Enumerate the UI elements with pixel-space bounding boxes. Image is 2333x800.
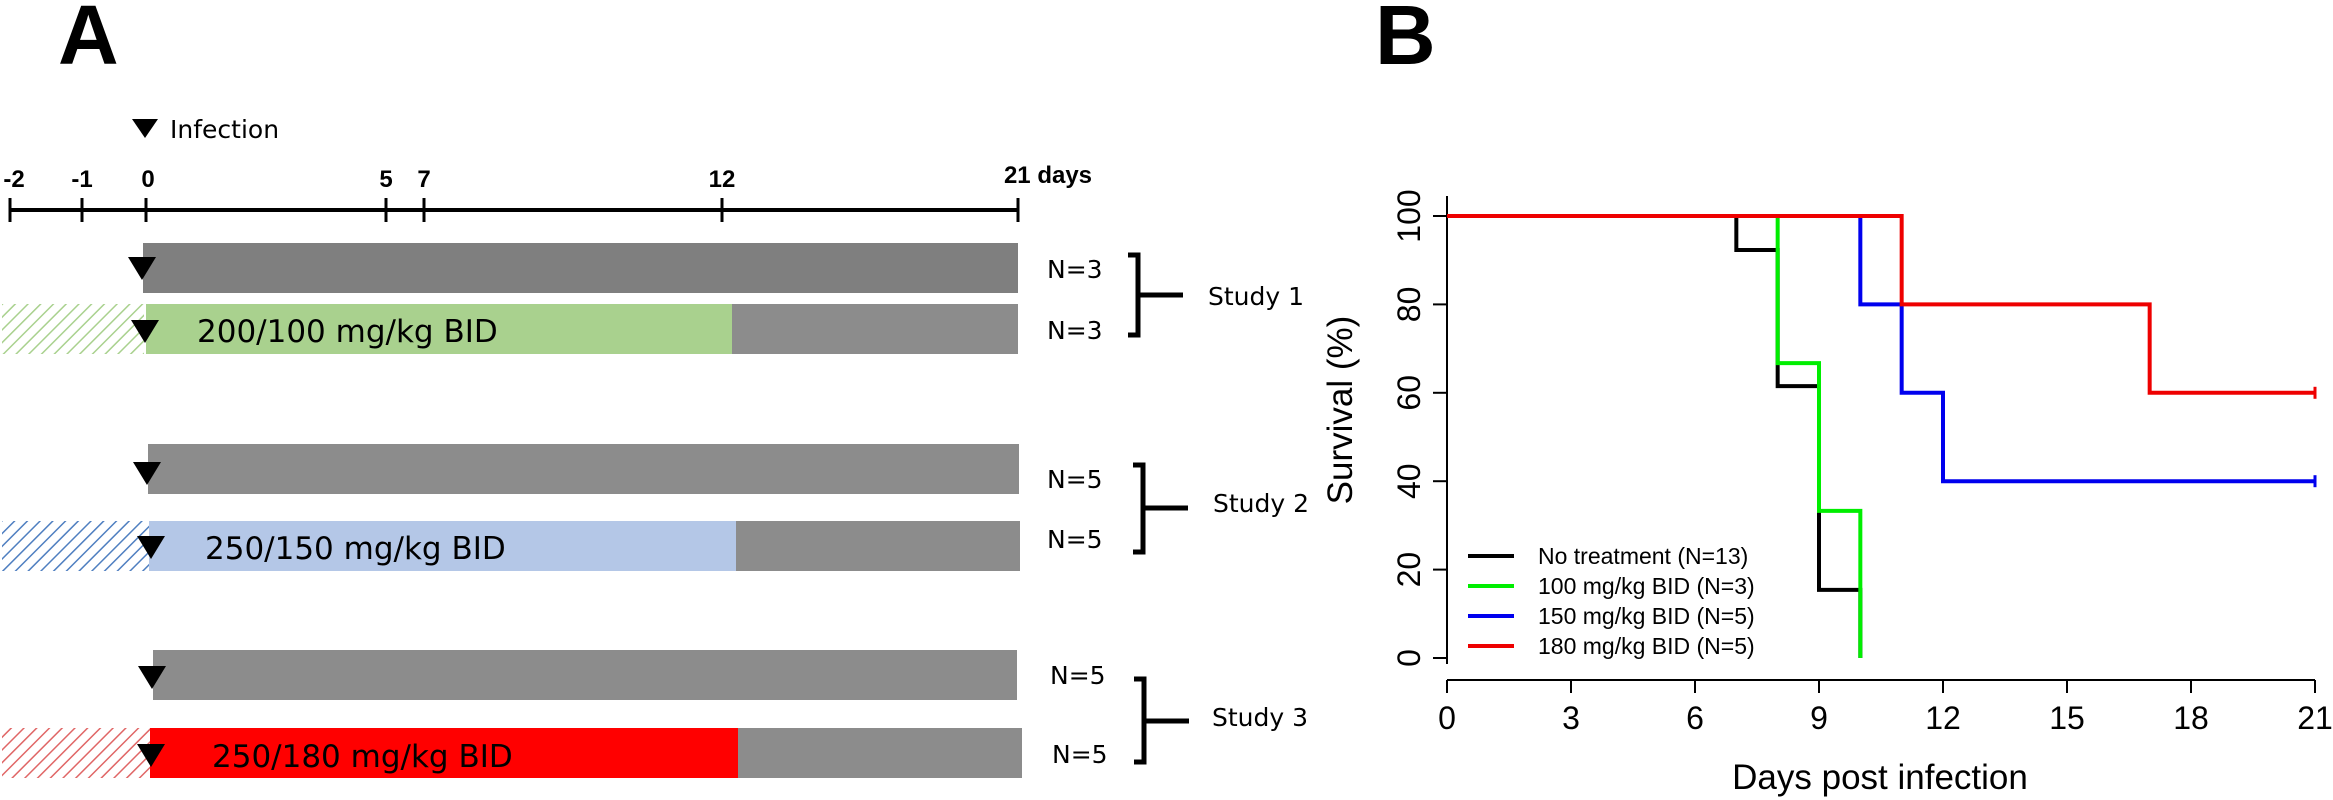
y-tick-label: 0 [1391,649,1427,667]
x-tick-label: 21 [2297,700,2333,736]
x-axis-label: Days post infection [1732,758,2028,797]
panel-letter-b: B [1375,0,1436,82]
x-tick-label: 0 [1438,700,1456,736]
post-treatment-bar [738,728,1022,778]
timeline-tick-label: 0 [141,166,154,193]
legend-label: 150 mg/kg BID (N=5) [1538,603,1755,629]
x-tick-label: 3 [1562,700,1580,736]
series-line-3 [1447,214,2315,484]
x-tick-label: 9 [1810,700,1828,736]
pretreatment-hatch [2,728,150,778]
legend-label: 100 mg/kg BID (N=3) [1538,573,1755,599]
y-tick-label: 20 [1391,552,1427,588]
y-tick-label: 100 [1391,189,1427,242]
y-tick-label: 60 [1391,375,1427,411]
study-label: Study 2 [1213,489,1309,518]
pretreatment-hatch [2,521,149,571]
infection-marker-icon [128,257,156,280]
untreated-bar [143,243,1018,293]
legend-label: No treatment (N=13) [1538,543,1748,569]
x-tick-label: 6 [1686,700,1704,736]
series-line-1 [1447,214,1863,658]
study-bracket [1128,252,1183,338]
study-bracket [1134,676,1189,765]
timeline-tick-label: 5 [379,166,392,193]
x-tick-label: 18 [2173,700,2209,736]
post-treatment-bar [732,304,1018,354]
chart-series [1447,214,2317,658]
timeline-tick-label: -2 [3,166,24,193]
x-tick-label: 12 [1925,700,1961,736]
infection-marker-icon [131,320,159,343]
study-2-group: N=5 250/150 mg/kg BID N=5 Study 2 [2,444,1309,571]
untreated-bar [153,650,1017,700]
treatment-bar [146,304,732,354]
legend-label: 180 mg/kg BID (N=5) [1538,633,1755,659]
group-n-label: N=5 [1050,661,1106,690]
treatment-bar [149,521,736,571]
y-axis-label: Survival (%) [1321,316,1360,505]
infection-label: Infection [170,115,279,144]
pretreatment-hatch [2,304,144,354]
x-tick-label: 15 [2049,700,2085,736]
group-n-label: N=3 [1047,255,1103,284]
infection-marker-icon [138,666,166,689]
group-n-label: N=5 [1052,740,1108,769]
group-n-label: N=5 [1047,465,1103,494]
timeline-tick-label: -1 [71,166,92,193]
treatment-dose-label: 250/150 mg/kg BID [205,531,506,567]
post-treatment-bar [736,521,1020,571]
timeline-end-label: 21 days [1004,162,1092,189]
study-label: Study 3 [1212,703,1308,732]
group-n-label: N=5 [1047,525,1103,554]
chart-axes: 0 3 6 9 12 15 18 21 0 20 40 60 80 100 [1391,189,2333,736]
infection-marker-icon [132,119,158,138]
chart-legend: No treatment (N=13) 100 mg/kg BID (N=3) 15… [1468,543,1755,659]
study-label: Study 1 [1208,282,1304,311]
infection-marker-icon [137,744,165,767]
survival-chart: 0 3 6 9 12 15 18 21 0 20 40 60 80 100 No treatment (N… [1321,189,2333,797]
timeline: -2 -1 0 5 7 12 21 days [3,162,1092,222]
treatment-dose-label: 200/100 mg/kg BID [197,314,498,350]
treatment-dose-label: 250/180 mg/kg BID [212,739,513,775]
timeline-tick-label: 7 [417,166,430,193]
study-1-group: N=3 200/100 mg/kg BID N=3 Study 1 [2,243,1304,354]
infection-marker-icon [137,536,165,559]
y-tick-label: 40 [1391,463,1427,499]
treatment-bar [150,728,738,778]
study-bracket [1133,462,1188,555]
panel-letter-a: A [58,0,119,82]
y-tick-label: 80 [1391,287,1427,323]
untreated-bar [148,444,1019,494]
panel-b: B 0 3 6 9 12 15 18 21 0 20 40 60 80 100 No treatment … [1321,0,2333,797]
study-3-group: N=5 250/180 mg/kg BID N=5 Study 3 [2,650,1308,778]
group-n-label: N=3 [1047,316,1103,345]
series-line-4 [1447,214,2315,395]
infection-marker-icon [133,462,161,485]
timeline-tick-label: 12 [709,166,736,193]
panel-a: A Infection -2 -1 0 5 7 12 21 days N=3 [2,0,1309,778]
